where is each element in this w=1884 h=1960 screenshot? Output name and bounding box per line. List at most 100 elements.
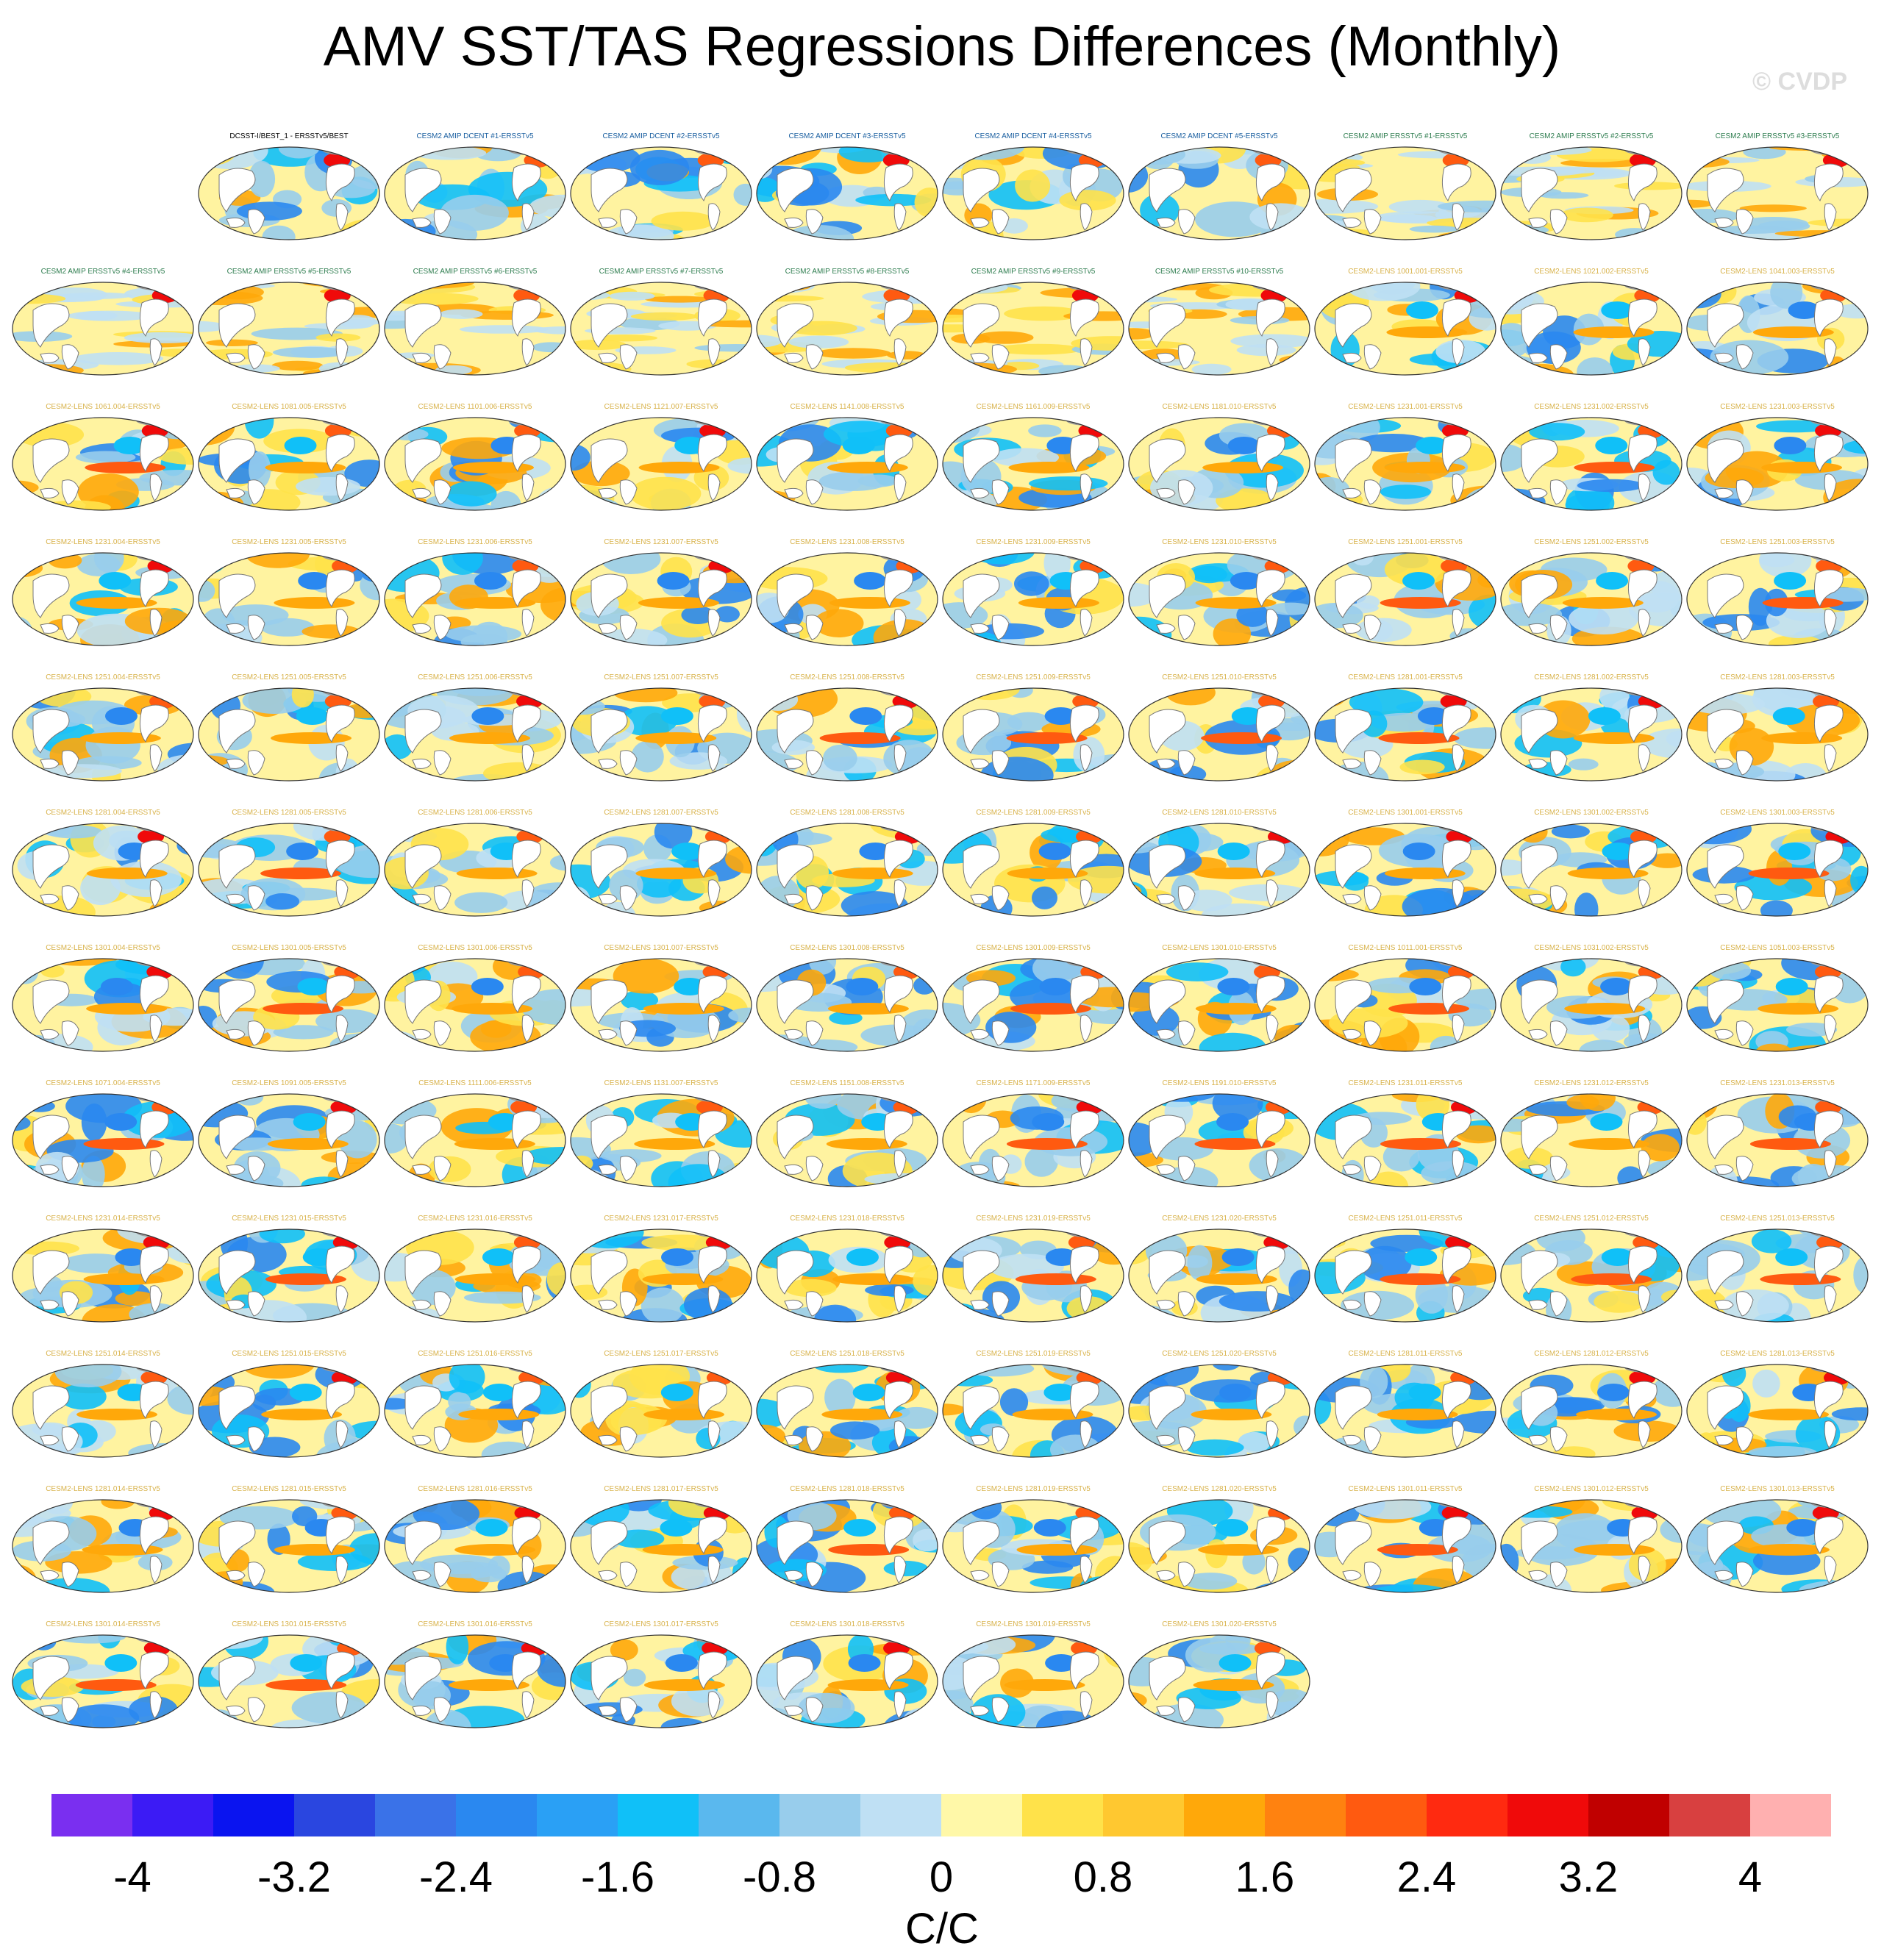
panel-title: CESM2-LENS 1301.007-ERSSTv5 <box>604 944 718 952</box>
continent <box>1335 303 1372 348</box>
map-panel: CESM2-LENS 1301.018-ERSSTv5 <box>755 1620 939 1742</box>
panel-title: CESM2-LENS 1301.012-ERSSTv5 <box>1534 1485 1649 1493</box>
map-globe <box>12 1228 194 1323</box>
continent <box>218 1115 256 1159</box>
continent <box>619 1697 638 1723</box>
continent <box>970 758 990 769</box>
map-panel: CESM2-LENS 1281.011-ERSSTv5 <box>1313 1350 1497 1471</box>
continent <box>511 434 541 473</box>
continent <box>619 1020 638 1046</box>
colorbar-swatch <box>941 1794 1023 1836</box>
continent <box>1069 840 1099 879</box>
map-panel: CESM2-LENS 1231.014-ERSSTv5 <box>11 1215 195 1336</box>
map-globe <box>756 687 938 782</box>
continent <box>707 744 721 772</box>
map-globe <box>1500 552 1683 646</box>
continent <box>883 1245 913 1284</box>
continent <box>335 1150 349 1178</box>
continent <box>777 1385 814 1430</box>
continent <box>1549 615 1568 640</box>
continent <box>1638 1285 1651 1313</box>
continent <box>963 438 1000 483</box>
continent <box>697 434 727 473</box>
map-panel: CESM2-LENS 1251.013-ERSSTv5 <box>1685 1215 1869 1336</box>
panel-title: CESM2-LENS 1231.008-ERSSTv5 <box>790 538 904 546</box>
map-globe <box>198 1093 380 1187</box>
map-panel: CESM2-LENS 1051.003-ERSSTv5 <box>1685 944 1869 1065</box>
panel-title: CESM2-LENS 1251.017-ERSSTv5 <box>604 1350 718 1358</box>
map-panel: CESM2-LENS 1251.015-ERSSTv5 <box>197 1350 381 1471</box>
continent <box>1813 163 1844 202</box>
map-panel: CESM2-LENS 1231.019-ERSSTv5 <box>941 1215 1125 1336</box>
map-globe <box>756 1093 938 1187</box>
continent <box>40 487 60 498</box>
continent <box>1363 209 1382 235</box>
map-globe <box>1314 1364 1496 1458</box>
continent <box>1069 1651 1099 1690</box>
panel-title: CESM2-LENS 1251.016-ERSSTv5 <box>418 1350 532 1358</box>
continent <box>433 1020 452 1046</box>
continent <box>1441 434 1471 473</box>
continent <box>784 1299 804 1310</box>
panel-title: CESM2 AMIP ERSSTv5 #10-ERSSTv5 <box>1155 268 1284 276</box>
continent <box>1627 163 1658 202</box>
panel-grid: DCSST-I/BEST_1 - ERSSTv5/BEST CESM2 AMIP … <box>11 132 1869 1742</box>
continent <box>970 352 990 363</box>
map-globe <box>756 1364 938 1458</box>
continent <box>1521 573 1558 618</box>
continent <box>1714 1164 1734 1175</box>
map-globe <box>756 1634 938 1728</box>
map-panel: CESM2-LENS 1231.008-ERSSTv5 <box>755 538 939 659</box>
continent <box>1156 893 1176 904</box>
continent <box>149 609 163 637</box>
map-globe <box>198 823 380 917</box>
continent <box>1177 1562 1196 1587</box>
continent <box>619 1156 638 1181</box>
continent <box>335 473 349 501</box>
panel-title: CESM2-LENS 1301.009-ERSSTv5 <box>976 944 1091 952</box>
continent <box>1441 704 1471 743</box>
continent <box>1627 298 1658 337</box>
map-globe <box>1314 1499 1496 1593</box>
continent <box>893 338 907 366</box>
continent <box>1441 975 1471 1014</box>
continent <box>707 1015 721 1042</box>
continent <box>61 1697 79 1723</box>
continent <box>1452 879 1465 907</box>
continent <box>511 298 541 337</box>
continent <box>1335 979 1372 1024</box>
continent <box>1638 338 1651 366</box>
map-globe <box>570 687 752 782</box>
map-panel: CESM2-LENS 1251.010-ERSSTv5 <box>1127 673 1311 795</box>
continent <box>335 744 349 772</box>
map-panel: CESM2-LENS 1251.016-ERSSTv5 <box>383 1350 567 1471</box>
map-panel: CESM2-LENS 1141.008-ERSSTv5 <box>755 403 939 524</box>
continent <box>1824 473 1837 501</box>
continent <box>335 203 349 231</box>
panel-title: CESM2-LENS 1301.001-ERSSTv5 <box>1348 809 1463 817</box>
map-panel: CESM2 AMIP ERSSTv5 #9-ERSSTv5 <box>941 268 1125 389</box>
map-panel: CESM2-LENS 1231.020-ERSSTv5 <box>1127 1215 1311 1336</box>
continent <box>707 1556 721 1584</box>
panel-title: CESM2 AMIP ERSSTv5 #4-ERSSTv5 <box>40 268 165 276</box>
continent <box>226 1299 246 1310</box>
panel-title: CESM2-LENS 1071.004-ERSSTv5 <box>46 1079 160 1087</box>
panel-title: CESM2-LENS 1251.011-ERSSTv5 <box>1348 1215 1463 1223</box>
continent <box>883 163 913 202</box>
continent <box>970 1570 990 1581</box>
map-globe <box>12 417 194 511</box>
continent <box>325 1381 355 1420</box>
map-panel: CESM2-LENS 1251.019-ERSSTv5 <box>941 1350 1125 1471</box>
panel-title: CESM2-LENS 1251.008-ERSSTv5 <box>790 673 904 682</box>
continent <box>1521 1520 1558 1565</box>
colorbar-tick-label: 2.4 <box>1396 1853 1457 1901</box>
panel-title: CESM2-LENS 1231.005-ERSSTv5 <box>232 538 346 546</box>
map-panel: CESM2 AMIP ERSSTv5 #8-ERSSTv5 <box>755 268 939 389</box>
map-panel: CESM2-LENS 1231.004-ERSSTv5 <box>11 538 195 659</box>
map-panel: CESM2-LENS 1301.016-ERSSTv5 <box>383 1620 567 1742</box>
continent <box>1549 344 1568 370</box>
panel-title: CESM2-LENS 1111.006-ERSSTv5 <box>418 1079 532 1087</box>
continent <box>433 1156 452 1181</box>
continent <box>590 1520 628 1565</box>
map-panel: CESM2-LENS 1281.003-ERSSTv5 <box>1685 673 1869 795</box>
